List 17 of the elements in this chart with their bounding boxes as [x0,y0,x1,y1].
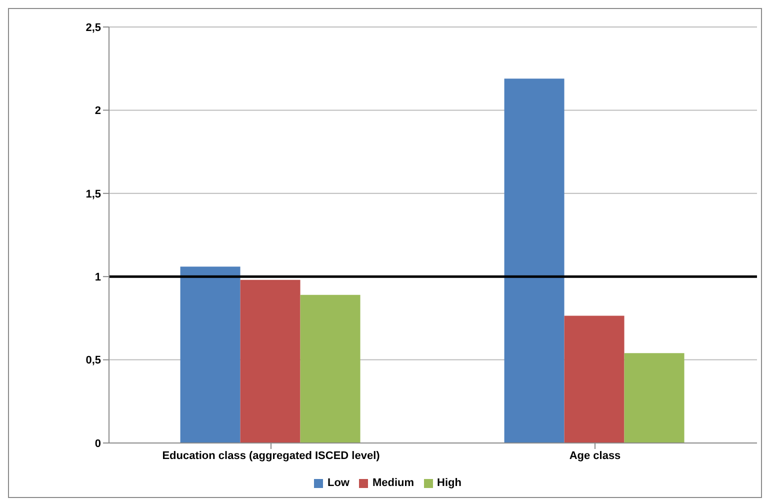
x-tick-label: Age class [569,450,621,462]
bar [624,353,684,443]
y-tick-label: 0 [94,438,101,450]
bar [300,294,360,443]
bar [180,266,240,443]
y-tick-label: 1 [94,272,101,284]
y-tick-label: 1,5 [86,188,101,200]
legend-label: Medium [372,477,414,489]
bar [240,280,300,443]
y-tick-label: 2,5 [86,22,101,34]
x-tick-label: Education class (aggregated ISCED level) [162,450,380,462]
bar [564,316,624,443]
legend-label: Low [327,477,350,489]
bar [504,78,564,443]
legend-label: High [437,477,462,489]
y-tick-label: 0,5 [86,354,101,367]
y-tick-label: 2 [94,105,101,118]
